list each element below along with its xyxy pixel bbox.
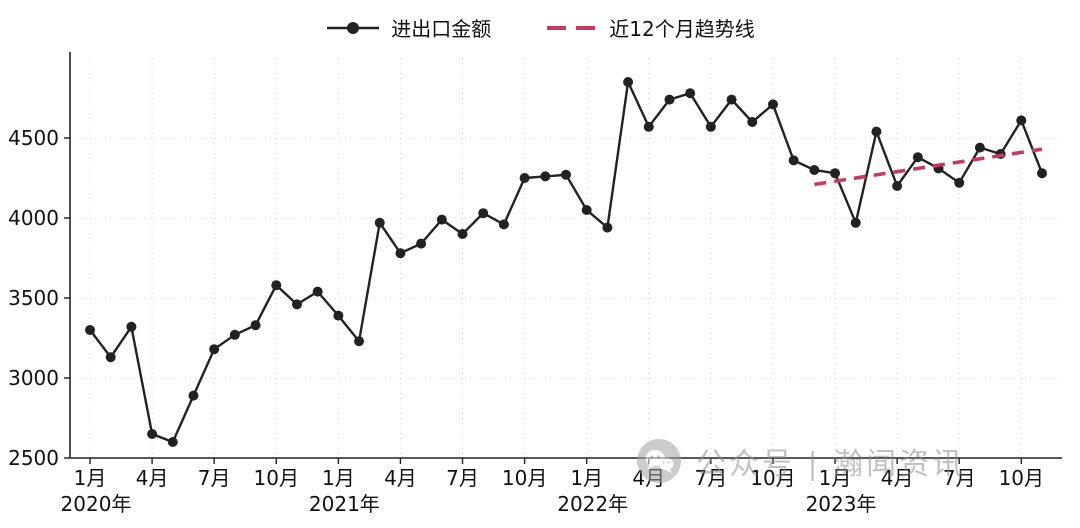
data-point bbox=[167, 437, 178, 447]
data-point bbox=[643, 121, 654, 132]
data-point bbox=[954, 177, 965, 188]
data-point bbox=[871, 126, 882, 137]
legend-label-trend: 近12个月趋势线 bbox=[609, 17, 755, 41]
data-point bbox=[705, 121, 716, 132]
data-point bbox=[354, 336, 365, 347]
data-point bbox=[767, 99, 778, 110]
y-tick-label: 2500 bbox=[8, 446, 59, 470]
data-point bbox=[498, 219, 509, 230]
y-tick-label: 4000 bbox=[8, 206, 59, 230]
data-point bbox=[519, 173, 530, 183]
x-tick-label: 10月 bbox=[502, 466, 547, 490]
data-point bbox=[126, 321, 137, 332]
data-point bbox=[457, 229, 468, 239]
data-point bbox=[892, 181, 903, 191]
x-tick-label: 7月 bbox=[198, 466, 231, 490]
x-tick-label: 1月 bbox=[570, 466, 603, 490]
data-point bbox=[809, 165, 820, 175]
x-tick-label: 4月 bbox=[136, 466, 169, 490]
x-tick-label: 4月 bbox=[384, 466, 417, 490]
data-point bbox=[1037, 168, 1047, 179]
data-point bbox=[209, 344, 220, 355]
data-point bbox=[436, 214, 447, 225]
y-tick-label: 3000 bbox=[8, 366, 59, 390]
legend-item-trend: 近12个月趋势线 bbox=[543, 13, 755, 42]
data-point bbox=[229, 329, 240, 340]
data-point bbox=[581, 205, 592, 215]
data-point bbox=[291, 299, 302, 310]
x-tick-label: 4月 bbox=[881, 466, 914, 490]
data-point bbox=[685, 88, 696, 99]
x-tick-label: 7月 bbox=[695, 466, 728, 490]
year-label: 2020年 bbox=[61, 492, 132, 516]
x-tick-label: 7月 bbox=[446, 466, 479, 490]
trend-line bbox=[814, 147, 1043, 187]
data-point bbox=[333, 310, 344, 321]
data-point bbox=[147, 429, 158, 439]
trend-line-sample-icon bbox=[547, 25, 596, 30]
y-tick-label: 4500 bbox=[8, 126, 59, 150]
data-point bbox=[250, 320, 261, 331]
x-tick-label: 4月 bbox=[632, 466, 665, 490]
data-point bbox=[623, 77, 634, 87]
year-label: 2022年 bbox=[557, 492, 628, 516]
x-tick-label: 10月 bbox=[750, 466, 795, 490]
data-point bbox=[188, 390, 199, 401]
data-point bbox=[664, 94, 675, 105]
data-point bbox=[602, 222, 613, 233]
data-point bbox=[85, 325, 95, 335]
data-point bbox=[312, 286, 323, 297]
data-point bbox=[726, 94, 737, 105]
year-label: 2021年 bbox=[309, 492, 380, 516]
series-line-sample-icon bbox=[327, 21, 380, 34]
x-tick-label: 7月 bbox=[943, 466, 976, 490]
data-point bbox=[788, 155, 799, 166]
x-tick-label: 1月 bbox=[819, 466, 852, 490]
data-point bbox=[105, 352, 116, 363]
data-point bbox=[416, 238, 427, 249]
data-point bbox=[850, 217, 861, 228]
data-point bbox=[747, 117, 758, 127]
data-point bbox=[1016, 115, 1027, 126]
data-point bbox=[561, 169, 571, 180]
x-tick-label: 1月 bbox=[74, 466, 107, 490]
data-point bbox=[395, 248, 406, 259]
data-point bbox=[271, 280, 282, 291]
x-tick-label: 1月 bbox=[322, 466, 355, 490]
legend-label-series: 进出口金额 bbox=[391, 17, 492, 41]
series-line bbox=[89, 80, 1044, 444]
data-point bbox=[912, 152, 923, 163]
data-point bbox=[540, 171, 551, 182]
x-tick-label: 10月 bbox=[999, 466, 1044, 490]
legend-item-series: 进出口金额 bbox=[325, 13, 491, 42]
year-label: 2023年 bbox=[806, 492, 877, 516]
data-point bbox=[830, 168, 841, 179]
x-tick-label: 10月 bbox=[254, 466, 299, 490]
data-point bbox=[374, 217, 385, 228]
data-point bbox=[478, 208, 489, 219]
legend: 进出口金额 近12个月趋势线 bbox=[0, 13, 1080, 42]
data-point bbox=[974, 142, 985, 153]
y-tick-label: 3500 bbox=[8, 286, 59, 310]
